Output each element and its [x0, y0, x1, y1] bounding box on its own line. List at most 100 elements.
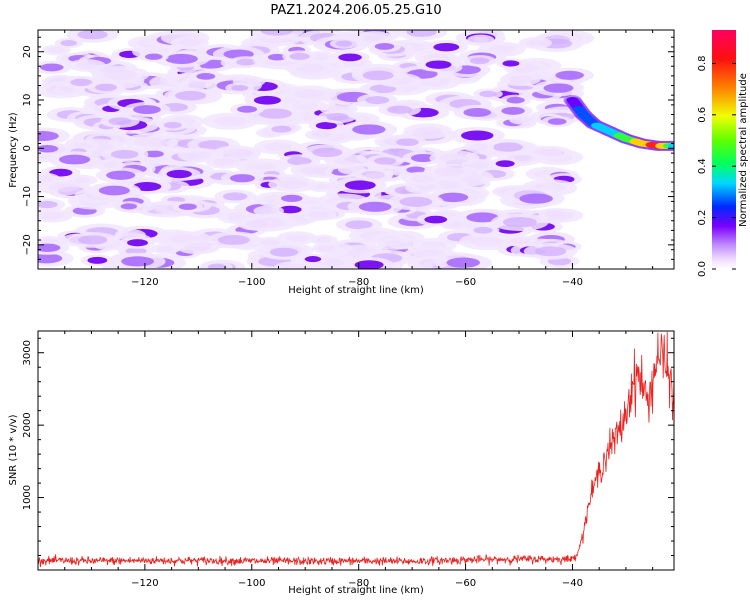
heat-blob-core [213, 158, 236, 167]
heat-blob-core [165, 53, 198, 64]
heat-blob-core [106, 170, 136, 180]
heat-blob-core [362, 70, 394, 81]
heat-blob-core [231, 84, 249, 92]
heat-blob-core [178, 38, 201, 47]
heat-blob-core [38, 200, 58, 209]
heat-blob-core [58, 154, 91, 165]
x-tick-label: −60 [455, 578, 476, 589]
heat-blob-core [514, 116, 532, 123]
heat-blob-core [74, 176, 92, 184]
heat-blob-core [365, 96, 390, 105]
heat-blob-core [374, 157, 397, 165]
heat-blob-core [469, 57, 490, 65]
heat-blob-core [78, 235, 108, 245]
heat-blob-core [439, 153, 470, 163]
heat-blob-core [103, 69, 138, 80]
heat-blob-core [358, 201, 392, 212]
y-tick-label: 1000 [22, 485, 33, 510]
heat-blob-core [284, 234, 310, 242]
heat-blob-core [48, 182, 80, 192]
heat-blob-core [502, 60, 520, 67]
heat-blob-core [110, 149, 139, 159]
heat-blob-core [253, 95, 281, 105]
colorbar-gradient [712, 30, 736, 269]
y-tick-label: 0 [22, 145, 33, 151]
heat-blob-core [38, 145, 59, 153]
snr-y-label: SNR (10 * v/v) [8, 414, 19, 485]
heat-blob-core [468, 161, 490, 169]
heat-blob-core [98, 185, 130, 196]
x-tick-label: −40 [562, 578, 583, 589]
snr-series-line [38, 331, 674, 568]
heat-blob-core [236, 58, 257, 66]
x-tick-label: −60 [455, 277, 476, 288]
heat-blob-core [271, 125, 292, 133]
heat-blob-core [108, 117, 132, 126]
heat-blob-core [495, 160, 515, 168]
heat-blob-core [547, 211, 575, 220]
heat-blob-core [156, 245, 175, 253]
heat-blob-core [425, 60, 452, 69]
heat-blob-core [502, 216, 537, 228]
y-tick-label: 3000 [22, 340, 33, 365]
heat-blob-core [479, 90, 497, 98]
y-tick-label: 2000 [22, 412, 33, 437]
heat-blob-core [399, 196, 433, 207]
heat-blob-core [186, 150, 213, 160]
heat-blob-core [166, 169, 192, 179]
y-tick-label: 10 [22, 94, 33, 107]
heat-blob-core [121, 256, 155, 267]
heat-blob-core [196, 73, 216, 80]
y-tick-label: 20 [22, 45, 33, 58]
heat-blob-core [47, 46, 65, 54]
colorbar-label: Normalized spectral amplitude [738, 73, 749, 227]
heat-blob-core [413, 126, 443, 136]
heat-blob-core [466, 212, 499, 223]
figure-title: PAZ1.2024.206.05.25.G10 [270, 3, 441, 18]
heat-blob-core [534, 246, 567, 257]
heat-blob-core [260, 30, 293, 36]
heat-blob-core [406, 166, 426, 174]
heat-blob-core [322, 259, 345, 267]
x-tick-label: −120 [131, 277, 158, 288]
heat-blob-core [335, 40, 353, 47]
snr-x-label: Height of straight line (km) [288, 585, 424, 596]
heat-blob-core [424, 215, 448, 224]
heat-blob-core [222, 192, 248, 201]
ridge-core [668, 142, 674, 149]
heat-blob-core [396, 138, 419, 147]
heat-blob-core [163, 121, 182, 129]
heat-blob-core [519, 193, 553, 204]
heat-blob-core [473, 226, 493, 234]
heat-blob-core [472, 36, 489, 43]
x-tick-label: −40 [562, 277, 583, 288]
heat-blob-core [345, 220, 373, 230]
heat-blob-core [344, 180, 376, 191]
heat-blob-core [75, 61, 98, 70]
heat-blob-core [492, 142, 523, 152]
heat-blob-core [364, 172, 386, 180]
heat-blob-core [506, 96, 525, 104]
heat-blob-core [308, 211, 330, 219]
spectrogram-image [38, 30, 674, 269]
heat-blob-core [175, 90, 207, 101]
heat-blob-core [510, 237, 530, 245]
heat-blob-core [121, 231, 140, 239]
snr-panel: −120 −100 −80 −60 −40 1000 2000 3000 Height of … [8, 330, 675, 596]
heat-blob-core [281, 194, 303, 203]
spectrogram-x-label: Height of straight line (km) [288, 285, 424, 296]
heat-blob-core [222, 148, 252, 158]
heat-blob-core [446, 257, 481, 268]
colorbar-tick-label: 0.8 [697, 55, 708, 71]
heat-blob-core [251, 217, 286, 228]
heat-blob-core [144, 53, 163, 60]
heat-blob-core [410, 153, 436, 163]
heat-blob-core [433, 42, 460, 52]
heat-blob-core [312, 147, 343, 158]
heat-blob-core [178, 203, 197, 210]
heat-blob-core [410, 174, 435, 183]
heat-blob-core [555, 70, 584, 80]
colorbar: 0.0 0.2 0.4 0.6 0.8 Normalized spectral ampl… [697, 30, 749, 277]
heat-blob-core [38, 243, 61, 252]
